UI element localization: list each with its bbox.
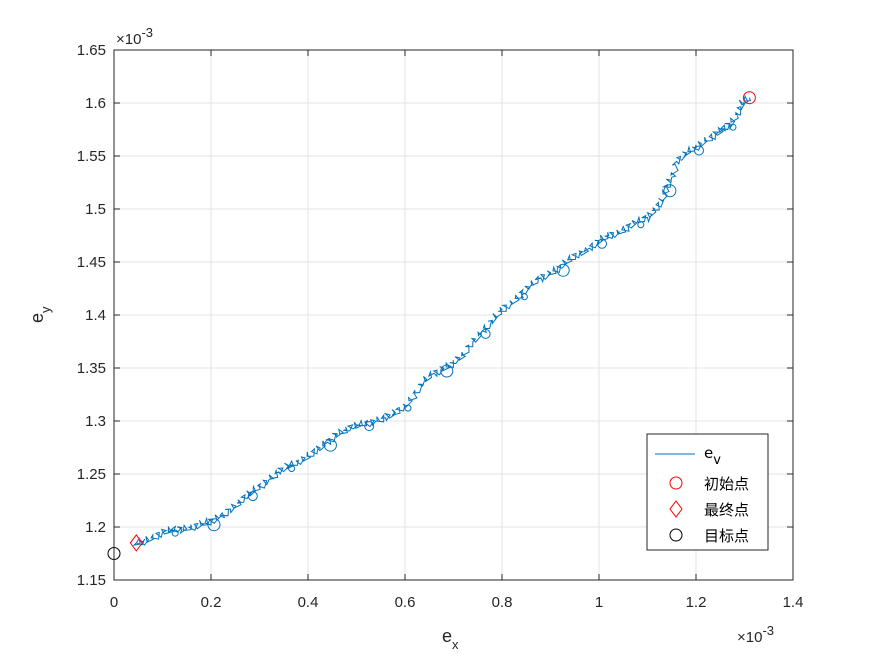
legend-box — [646, 433, 769, 551]
series-loop — [663, 184, 677, 198]
series-loop — [480, 328, 491, 339]
legend-marker-end — [669, 500, 683, 518]
x-tick-label: 0.4 — [298, 594, 319, 611]
legend-entry-series: ev — [704, 444, 721, 468]
series-loop — [440, 364, 454, 378]
series-loop — [207, 518, 221, 532]
y-axis-label: ey — [27, 306, 53, 323]
x-axis-ticks: 0 0.2 0.4 0.6 0.8 1 1.2 1.4 — [110, 50, 804, 611]
legend-entry-end: 最终点 — [704, 501, 749, 519]
legend-marker-start — [669, 476, 683, 490]
trajectory-series — [132, 94, 752, 546]
x-tick-label: 0 — [110, 594, 118, 611]
x-axis-label: ex — [442, 626, 459, 652]
x-tick-label: 0.6 — [395, 594, 416, 611]
y-tick-label: 1.5 — [85, 201, 106, 218]
y-tick-label: 1.3 — [85, 413, 106, 430]
y-tick-label: 1.15 — [77, 572, 106, 589]
marker-point — [129, 534, 143, 552]
series-loop — [520, 293, 528, 301]
series-loop — [597, 238, 607, 249]
legend-entry-start: 初始点 — [704, 475, 749, 493]
x-tick-label: 1 — [595, 594, 603, 611]
x-tick-label: 0.8 — [492, 594, 513, 611]
series-loop — [637, 221, 645, 229]
y-tick-label: 1.4 — [85, 307, 106, 324]
y-tick-label: 1.35 — [77, 360, 106, 377]
series-loop — [171, 529, 179, 537]
y-tick-label: 1.55 — [77, 148, 106, 165]
x-tick-label: 0.2 — [201, 594, 222, 611]
series-loop — [247, 491, 258, 502]
series-loop — [729, 123, 737, 131]
x-tick-label: 1.4 — [783, 594, 804, 611]
x-tick-label: 1.2 — [686, 594, 707, 611]
legend-entry-target: 目标点 — [704, 527, 749, 545]
y-axis-ticks: 1.15 1.2 1.25 1.3 1.35 1.4 1.45 1.5 1.55 1.6 1.65 — [77, 42, 793, 589]
x-multiplier: ×10-3 — [737, 623, 774, 646]
y-tick-label: 1.25 — [77, 466, 106, 483]
y-tick-label: 1.45 — [77, 254, 106, 271]
series-loop — [556, 263, 570, 277]
y-multiplier: ×10-3 — [116, 25, 153, 48]
y-tick-label: 1.6 — [85, 95, 106, 112]
y-tick-label: 1.65 — [77, 42, 106, 59]
series-line — [132, 94, 752, 546]
series-loop — [694, 145, 704, 156]
legend: ev 初始点 最终点 目标点 — [646, 433, 769, 551]
series-loop — [288, 465, 296, 473]
y-tick-label: 1.2 — [85, 519, 106, 536]
legend-marker-target — [669, 528, 683, 542]
series-loop — [404, 404, 412, 412]
marker-point — [742, 91, 756, 105]
series-loop — [364, 421, 375, 432]
series-loop — [323, 438, 337, 452]
